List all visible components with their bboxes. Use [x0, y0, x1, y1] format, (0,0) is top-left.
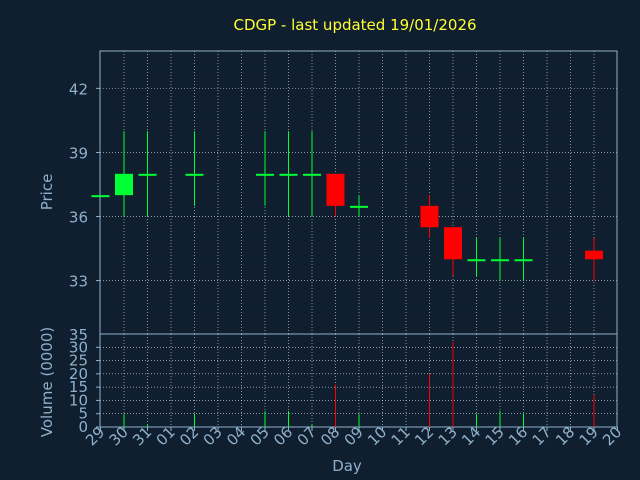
volume-frame — [99, 333, 618, 428]
volume-tick-label: 25 — [69, 352, 88, 370]
candle-body — [138, 173, 157, 176]
volume-tick-label: 0 — [78, 418, 88, 436]
candle-body — [115, 173, 133, 196]
candle-body — [303, 173, 321, 176]
x-tick-labels: 2930310102030405060708091011121314151617… — [82, 423, 625, 449]
price-tick-label: 42 — [69, 80, 88, 98]
volume-tick-label: 10 — [69, 391, 88, 409]
price-tick-label-top: 35 — [69, 326, 88, 344]
volume-axis-label: Volume (0000) — [38, 327, 56, 437]
candle-body — [185, 173, 204, 176]
candle-body — [91, 195, 110, 198]
chart-title: CDGP - last updated 19/01/2026 — [233, 16, 476, 34]
volume-tick-label: 20 — [69, 365, 88, 383]
price-tick-label: 33 — [69, 273, 88, 291]
candle-body — [420, 205, 439, 228]
candle-body — [467, 259, 486, 262]
candle-body — [326, 173, 345, 206]
price-tick-label: 39 — [69, 144, 88, 162]
x-axis-label: Day — [332, 457, 362, 475]
candle-body — [585, 250, 603, 260]
candle-body — [279, 173, 298, 176]
candle-body — [491, 259, 509, 262]
price-frame — [99, 50, 618, 335]
volume-tick-label: 15 — [69, 378, 88, 396]
candle-body — [350, 205, 368, 208]
price-tick-label: 36 — [69, 209, 88, 227]
price-axis-label: Price — [38, 174, 56, 211]
candle-body — [514, 259, 533, 262]
volume-tick-label: 5 — [78, 405, 88, 423]
volume-tick-label: 30 — [69, 338, 88, 356]
price-panel: 33 36 39 42 35 — [69, 50, 618, 344]
candle-body — [256, 173, 274, 176]
candle-body — [444, 227, 462, 260]
